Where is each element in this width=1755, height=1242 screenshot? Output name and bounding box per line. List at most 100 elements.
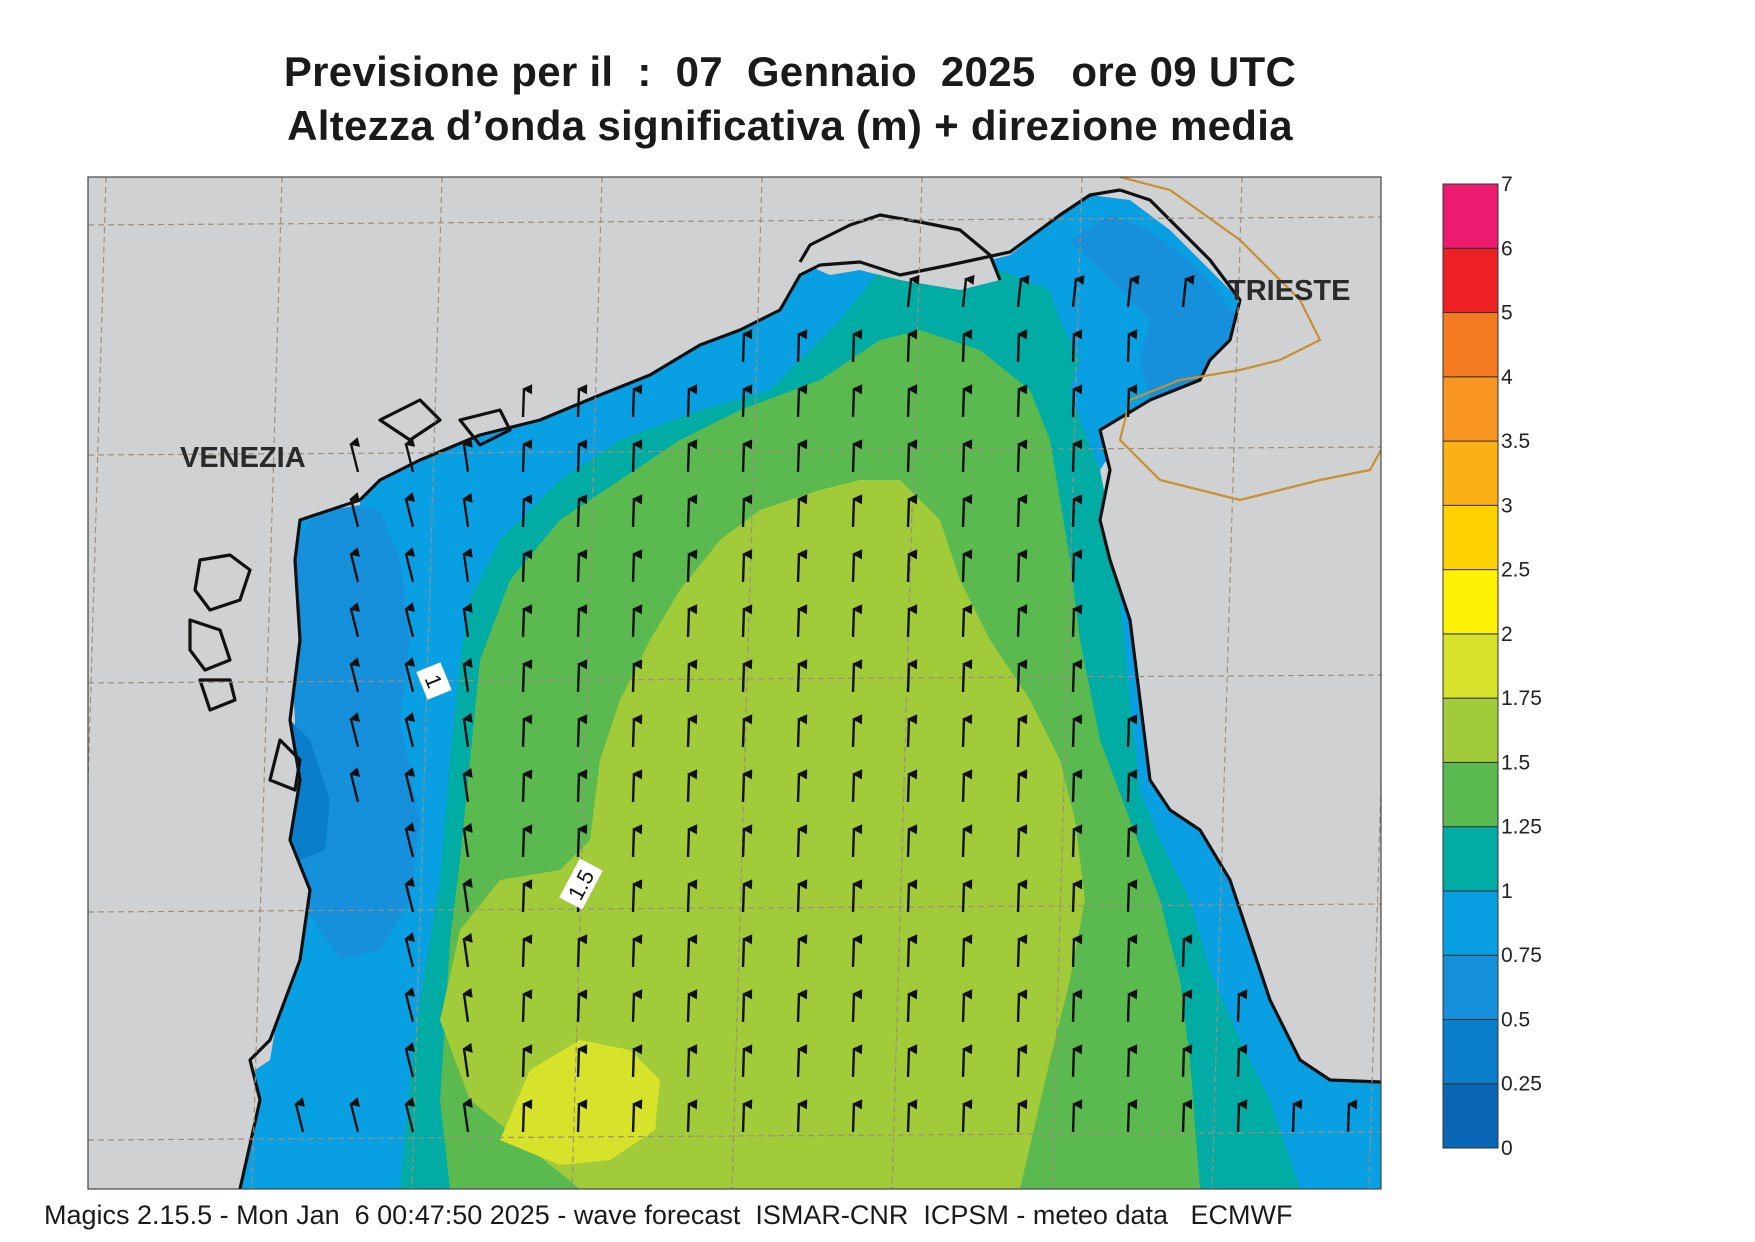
wave-direction-arrow xyxy=(631,989,643,1023)
wave-direction-arrow xyxy=(686,769,698,803)
wave-direction-arrow xyxy=(1071,1044,1083,1078)
wave-direction-arrow xyxy=(906,989,918,1023)
coastline-north-peninsula xyxy=(798,213,1002,281)
wave-direction-arrow xyxy=(576,659,588,693)
wave-direction-arrow xyxy=(1016,384,1028,418)
wave-direction-arrow xyxy=(961,769,973,803)
legend-swatch xyxy=(1442,440,1499,506)
wave-direction-arrow xyxy=(1071,439,1083,473)
wave-direction-arrow xyxy=(851,329,863,363)
wave-direction-arrow xyxy=(576,714,588,748)
wave-direction-arrow xyxy=(462,492,473,528)
wave-direction-arrow xyxy=(1181,934,1193,968)
wave-direction-arrow xyxy=(906,1044,918,1078)
wave-direction-arrow xyxy=(796,769,808,803)
wave-direction-arrow xyxy=(906,329,918,363)
wave-direction-arrow xyxy=(1181,1044,1193,1078)
legend-swatch xyxy=(1442,183,1499,249)
wave-direction-arrow xyxy=(521,604,533,638)
wave-direction-arrow xyxy=(1126,714,1138,748)
wave-direction-arrow xyxy=(1071,329,1083,363)
wave-direction-arrow xyxy=(462,712,473,748)
wave-direction-arrow xyxy=(1181,1099,1193,1133)
wave-direction-arrow xyxy=(796,1044,808,1078)
wave-direction-arrow xyxy=(349,492,361,528)
wave-direction-arrow xyxy=(404,547,416,583)
coastline-west xyxy=(238,188,1121,1189)
wave-direction-arrow xyxy=(462,1042,473,1078)
wave-direction-arrow xyxy=(961,659,973,693)
wave-direction-arrow xyxy=(404,492,416,528)
meridian-line xyxy=(1211,177,1243,1189)
wave-direction-arrow xyxy=(1181,989,1193,1023)
wave-direction-arrow xyxy=(521,879,533,913)
wave-direction-arrow xyxy=(741,549,753,583)
wave-direction-arrow xyxy=(1016,824,1028,858)
wave-direction-arrow xyxy=(686,714,698,748)
wave-direction-arrow xyxy=(796,549,808,583)
wave-direction-arrow xyxy=(631,1044,643,1078)
wave-direction-arrow xyxy=(462,932,473,968)
wave-direction-arrow xyxy=(686,384,698,418)
footer-credits: Magics 2.15.5 - Mon Jan 6 00:47:50 2025 … xyxy=(44,1200,1293,1230)
wave-direction-arrow xyxy=(686,549,698,583)
wave-direction-arrow xyxy=(851,1099,863,1133)
wave-direction-arrow xyxy=(851,824,863,858)
wave-direction-arrow xyxy=(741,714,753,748)
venezia-label: VENEZIA xyxy=(180,442,306,474)
wave-direction-arrow xyxy=(631,549,643,583)
map-title: Previsione per il : 07 Gennaio 2025 ore … xyxy=(283,48,1297,95)
wave-direction-arrow xyxy=(961,934,973,968)
wave-direction-arrow xyxy=(1016,1044,1028,1078)
wave-direction-arrow xyxy=(906,384,918,418)
legend-swatch xyxy=(1442,1018,1499,1085)
wave-direction-arrow xyxy=(521,769,533,803)
wave-direction-arrow xyxy=(521,934,533,968)
wave-band-0.75-1-edge xyxy=(1350,1060,1381,1189)
wave-direction-arrow xyxy=(741,329,753,363)
wave-direction-arrow xyxy=(851,769,863,803)
wave-direction-arrow xyxy=(1236,1099,1248,1133)
wave-direction-arrow xyxy=(1071,879,1083,913)
legend-swatch xyxy=(1442,504,1499,571)
wave-direction-arrow xyxy=(1016,549,1028,583)
wave-direction-arrow xyxy=(961,329,973,363)
wave-direction-arrow xyxy=(686,824,698,858)
wave-direction-arrow xyxy=(521,824,533,858)
wave-direction-arrow xyxy=(851,384,863,418)
wave-direction-arrow xyxy=(906,769,918,803)
wave-direction-arrow xyxy=(796,824,808,858)
legend-swatch xyxy=(1442,633,1499,699)
wave-direction-arrow xyxy=(462,1097,473,1133)
wave-direction-arrow xyxy=(1071,384,1083,418)
wave-direction-arrow xyxy=(851,549,863,583)
wave-direction-arrow xyxy=(1016,879,1028,913)
legend-swatch xyxy=(1442,312,1499,378)
wave-direction-arrow xyxy=(961,494,973,528)
parallel-line xyxy=(88,446,1381,456)
wave-direction-arrow xyxy=(631,879,643,913)
wave-direction-arrow xyxy=(462,987,473,1023)
wave-direction-arrow xyxy=(851,934,863,968)
wave-direction-arrow xyxy=(1126,989,1138,1023)
wave-direction-arrow xyxy=(462,547,473,583)
wave-direction-arrow xyxy=(1071,494,1083,528)
wave-direction-arrow xyxy=(1181,274,1195,308)
wave-direction-arrow xyxy=(741,824,753,858)
meridian-line xyxy=(891,177,923,1189)
wave-direction-arrow xyxy=(1071,714,1083,748)
wave-direction-arrow xyxy=(404,767,416,803)
wave-direction-arrow xyxy=(576,604,588,638)
wave-direction-arrow xyxy=(686,934,698,968)
wave-direction-arrow xyxy=(1016,989,1028,1023)
wave-direction-arrow xyxy=(961,384,973,418)
wave-direction-arrow xyxy=(851,879,863,913)
legend-tick-label: 7 xyxy=(1501,173,1513,196)
wave-direction-arrow xyxy=(1071,274,1085,308)
wave-direction-arrow xyxy=(576,494,588,528)
wave-direction-arrow xyxy=(349,712,361,748)
wave-direction-arrow xyxy=(576,1044,588,1078)
wave-direction-arrow xyxy=(404,822,416,858)
wave-direction-arrow xyxy=(961,714,973,748)
